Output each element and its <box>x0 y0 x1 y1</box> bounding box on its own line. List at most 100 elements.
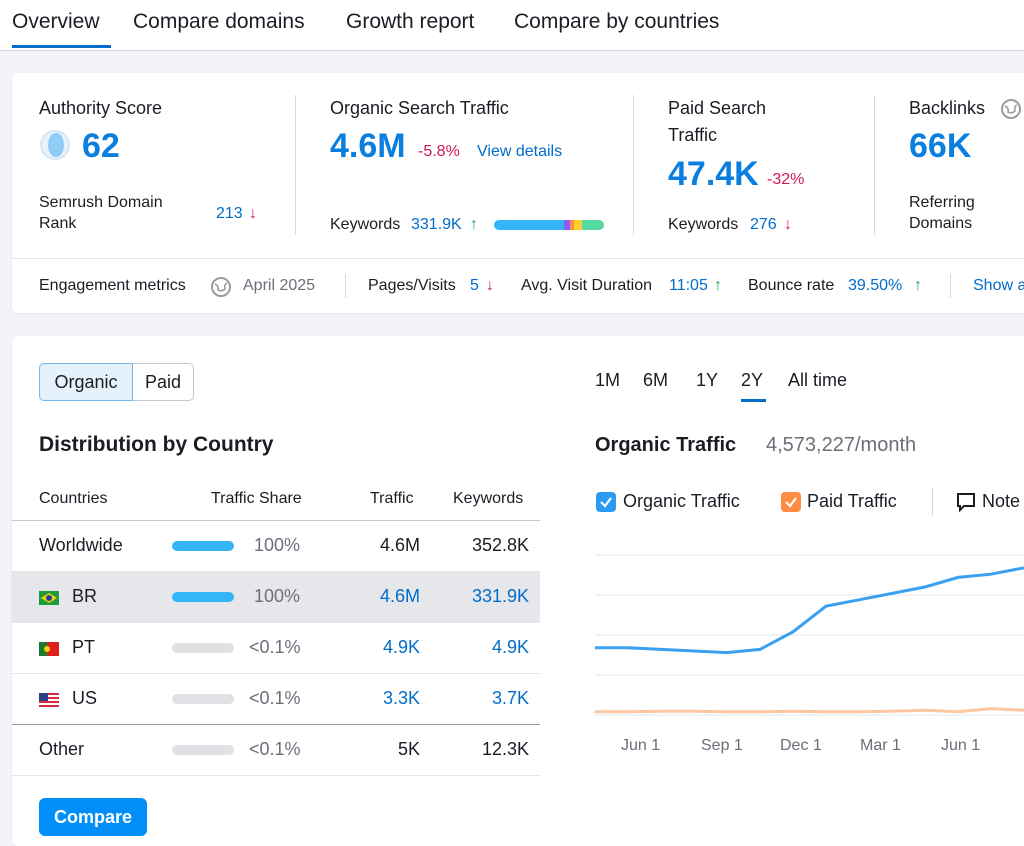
referring-label-line1: Referring <box>909 194 975 211</box>
table-row[interactable]: BR 100% 4.6M 331.9K <box>12 572 540 623</box>
tab-growth-report[interactable]: Growth report <box>346 10 475 33</box>
period-1y[interactable]: 1Y <box>696 370 719 390</box>
x-axis-label: Dec 1 <box>780 737 822 754</box>
notes-label[interactable]: Note <box>982 491 1021 511</box>
organic-kw-value[interactable]: 331.9K <box>411 216 462 233</box>
traffic-share-bar <box>172 694 234 704</box>
divider <box>633 95 634 235</box>
traffic-share: <0.1% <box>249 739 301 759</box>
show-all-link[interactable]: Show a <box>973 277 1024 294</box>
checkbox-checked-icon[interactable] <box>781 492 801 512</box>
divider <box>932 488 933 516</box>
rank-label-line1: Semrush Domain <box>39 194 163 211</box>
header-keywords: Keywords <box>453 490 524 507</box>
country-name: Worldwide <box>39 535 123 555</box>
keywords-value[interactable]: 3.7K <box>491 688 529 708</box>
x-axis-label: Jun 1 <box>621 737 661 754</box>
header-traffic: Traffic <box>370 490 414 507</box>
brazil-flag-icon <box>39 591 59 605</box>
rank-label-line2: Rank <box>39 215 77 232</box>
authority-gauge-icon <box>40 130 70 160</box>
traffic-value[interactable]: 4.6M <box>379 586 420 606</box>
period-6m[interactable]: 6M <box>643 370 669 390</box>
backlinks-value[interactable]: 66K <box>909 127 972 165</box>
tab-compare-by-countries[interactable]: Compare by countries <box>514 10 720 33</box>
x-axis-label: Jun 1 <box>941 737 981 754</box>
traffic-share: <0.1% <box>249 688 301 708</box>
legend-organic[interactable]: Organic Traffic <box>623 491 740 511</box>
metrics-card <box>12 73 1024 313</box>
traffic-value: 5K <box>397 739 420 759</box>
period-2y[interactable]: 2Y <box>741 370 764 390</box>
divider <box>12 520 540 521</box>
backlinks-label: Backlinks <box>909 98 986 118</box>
traffic-share: 100% <box>254 586 301 606</box>
table-row[interactable]: US <0.1% 3.3K 3.7K <box>12 674 540 725</box>
keywords-value: 352.8K <box>471 535 529 555</box>
legend-paid[interactable]: Paid Traffic <box>807 491 897 511</box>
authority-label: Authority Score <box>39 98 163 118</box>
traffic-share-bar <box>172 592 234 602</box>
tab-compare-domains[interactable]: Compare domains <box>133 10 305 33</box>
traffic-value[interactable]: 4.9K <box>382 637 420 657</box>
chart-title: Organic Traffic <box>595 434 737 456</box>
table-row[interactable]: Other <0.1% 5K 12.3K <box>12 725 540 776</box>
bounce-rate-value[interactable]: 39.50% <box>848 277 903 294</box>
visit-duration-value[interactable]: 11:05 <box>669 277 708 294</box>
divider <box>295 95 296 235</box>
globe-icon <box>210 276 232 298</box>
traffic-share: 100% <box>254 535 301 555</box>
toggle-paid[interactable]: Paid <box>133 363 194 401</box>
paid-value[interactable]: 47.4K <box>668 155 759 193</box>
organic-value[interactable]: 4.6M <box>330 127 406 165</box>
visit-duration-label: Avg. Visit Duration <box>521 277 653 294</box>
arrow-up-icon: ↑ <box>470 216 478 233</box>
country-name: Other <box>39 739 85 759</box>
divider <box>874 95 875 235</box>
divider <box>950 274 951 298</box>
usa-flag-icon <box>39 693 59 707</box>
tab-overview[interactable]: Overview <box>12 10 100 33</box>
portugal-flag-icon <box>39 642 59 656</box>
country-name: PT <box>72 637 96 657</box>
active-tab-indicator <box>12 45 111 48</box>
pages-visits-value[interactable]: 5 <box>470 277 479 294</box>
organic-traffic-chart <box>595 554 1024 716</box>
view-details-link[interactable]: View details <box>477 143 563 160</box>
compare-button[interactable]: Compare <box>39 798 147 836</box>
table-row[interactable]: Worldwide 100% 4.6M 352.8K <box>12 521 540 572</box>
header-traffic-share: Traffic Share <box>211 490 302 507</box>
period-all-time[interactable]: All time <box>788 370 848 390</box>
arrow-down-icon: ↓ <box>486 277 494 294</box>
checkbox-checked-icon[interactable] <box>596 492 616 512</box>
organic-change: -5.8% <box>418 143 460 160</box>
arrow-down-icon: ↓ <box>784 216 792 233</box>
divider <box>12 724 540 725</box>
paid-label-line2: Traffic <box>668 125 718 145</box>
period-1m[interactable]: 1M <box>595 370 621 390</box>
chart-subtitle: 4,573,227/month <box>766 434 917 456</box>
toggle-organic[interactable]: Organic <box>39 363 133 401</box>
paid-kw-value[interactable]: 276 <box>750 216 777 233</box>
keywords-value[interactable]: 4.9K <box>491 637 529 657</box>
paid-traffic-line <box>595 707 1024 714</box>
paid-label-line1: Paid Search <box>668 98 767 118</box>
organic-kw-label: Keywords <box>330 216 401 233</box>
top-tabs: Overview Compare domains Growth report C… <box>0 0 1024 51</box>
organic-traffic-line <box>595 566 1024 655</box>
organic-label: Organic Search Traffic <box>330 98 509 118</box>
keyword-distribution-bar <box>494 220 604 230</box>
header-countries: Countries <box>39 490 108 507</box>
divider <box>12 258 1024 259</box>
traffic-share-bar <box>172 541 234 551</box>
paid-change: -32% <box>767 171 805 188</box>
note-icon <box>956 492 976 513</box>
traffic-value[interactable]: 3.3K <box>382 688 420 708</box>
keywords-value[interactable]: 331.9K <box>471 586 529 606</box>
country-name: BR <box>72 586 98 606</box>
traffic-share-bar <box>172 745 234 755</box>
table-row[interactable]: PT <0.1% 4.9K 4.9K <box>12 623 540 674</box>
authority-value[interactable]: 62 <box>82 127 120 165</box>
rank-value[interactable]: 213 <box>216 205 243 222</box>
divider <box>345 274 346 298</box>
